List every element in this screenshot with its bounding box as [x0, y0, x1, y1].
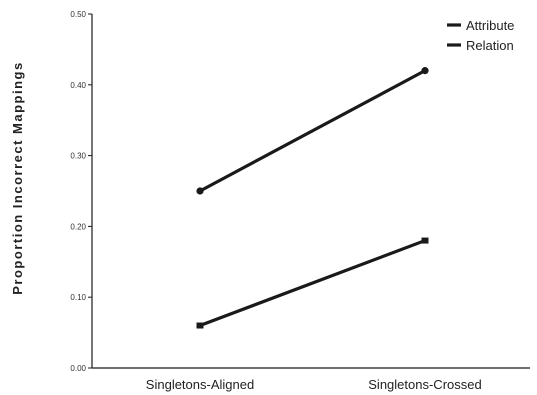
x-tick-label: Singletons-Aligned — [146, 377, 254, 392]
data-point — [196, 322, 204, 329]
data-point — [421, 67, 429, 75]
x-ticks: Singletons-Aligned Singletons-Crossed — [146, 377, 482, 392]
axes — [91, 14, 530, 369]
y-ticks: 0.00 0.10 0.20 0.30 0.40 0.50 — [70, 10, 92, 373]
y-axis-label: Proportion Incorrect Mappings — [10, 61, 25, 294]
y-tick-label: 0.50 — [70, 10, 86, 19]
data-point — [196, 187, 204, 195]
y-tick-label: 0.30 — [70, 152, 86, 161]
y-tick-label: 0.00 — [70, 364, 86, 373]
y-tick-label: 0.20 — [70, 222, 86, 231]
series-line-attribute — [199, 239, 426, 328]
legend-label: Attribute — [466, 18, 514, 33]
data-point — [421, 237, 429, 244]
y-tick-label: 0.10 — [70, 293, 86, 302]
legend-label: Relation — [466, 38, 514, 53]
y-tick-label: 0.40 — [70, 81, 86, 90]
legend: Attribute Relation — [447, 18, 514, 53]
series-line-relation — [199, 69, 426, 193]
series-group — [196, 67, 429, 329]
x-tick-label: Singletons-Crossed — [368, 377, 481, 392]
